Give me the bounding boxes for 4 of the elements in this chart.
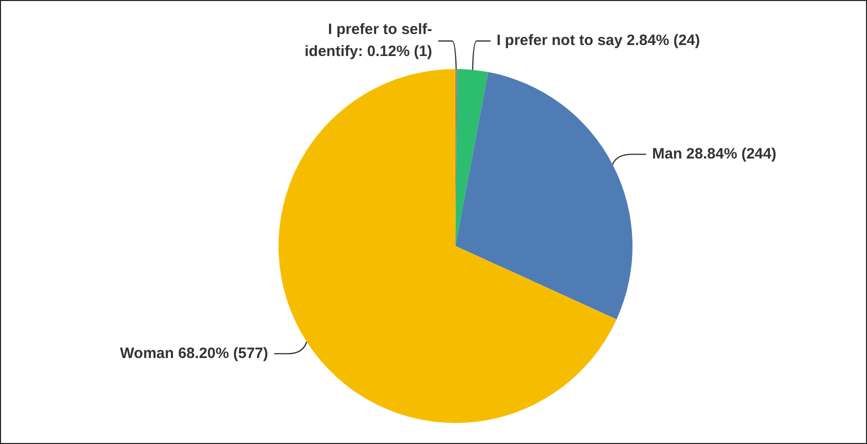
slice-label: I prefer not to say 2.84% (24) <box>496 32 700 50</box>
slice-label: I prefer to self-identify: 0.12% (1) <box>304 21 432 60</box>
slice-label: Woman 68.20% (577) <box>120 344 268 362</box>
slice-label: Man 28.84% (244) <box>652 145 776 162</box>
